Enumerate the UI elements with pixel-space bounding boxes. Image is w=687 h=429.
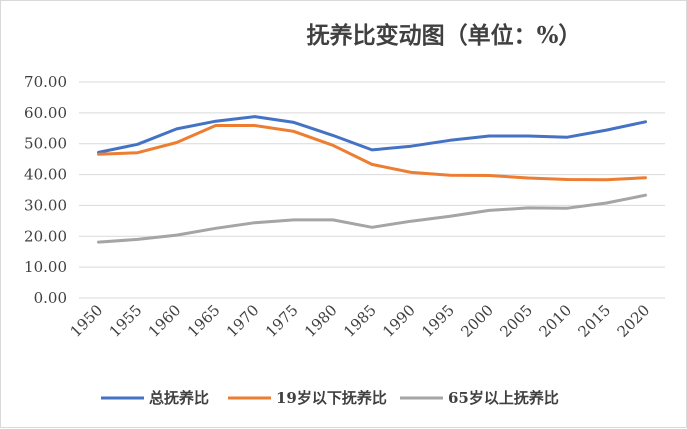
- series-line: [97, 124, 647, 182]
- x-tick-label: 2005: [496, 301, 536, 341]
- x-tick-label: 2020: [614, 301, 654, 341]
- legend-label: 19岁以下抚养比: [276, 389, 387, 407]
- x-tick-label: 1975: [262, 301, 302, 341]
- y-tick-label: 0.00: [34, 289, 67, 307]
- y-tick-label: 20.00: [24, 227, 67, 245]
- x-tick-label: 1980: [301, 301, 341, 341]
- y-tick-label: 10.00: [24, 258, 67, 276]
- x-tick-label: 2000: [457, 301, 497, 341]
- x-tick-label: 1990: [379, 301, 419, 341]
- y-tick-label: 50.00: [24, 135, 67, 153]
- x-tick-label: 1950: [67, 301, 107, 341]
- x-tick-label: 2015: [574, 301, 614, 341]
- x-tick-label: 1965: [184, 301, 224, 341]
- x-tick-label: 1970: [223, 301, 263, 341]
- x-tick-label: 2010: [535, 301, 575, 341]
- series-line: [97, 193, 647, 244]
- y-tick-label: 70.00: [24, 73, 67, 91]
- series-line: [97, 115, 647, 154]
- x-tick-label: 1995: [418, 301, 458, 341]
- x-tick-label: 1985: [340, 301, 380, 341]
- legend-label: 65岁以上抚养比: [448, 389, 559, 407]
- y-tick-label: 30.00: [24, 196, 67, 214]
- x-tick-label: 1960: [145, 301, 185, 341]
- legend-label: 总抚养比: [149, 389, 209, 407]
- y-tick-label: 60.00: [24, 104, 67, 122]
- chart-title: 抚养比变动图（单位：%）: [307, 22, 582, 49]
- y-tick-label: 40.00: [24, 166, 67, 184]
- x-tick-label: 1955: [106, 301, 146, 341]
